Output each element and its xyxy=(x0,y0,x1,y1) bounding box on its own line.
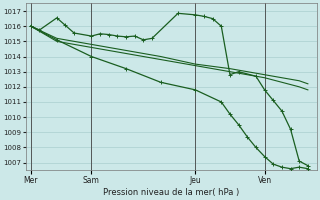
X-axis label: Pression niveau de la mer( hPa ): Pression niveau de la mer( hPa ) xyxy=(103,188,239,197)
